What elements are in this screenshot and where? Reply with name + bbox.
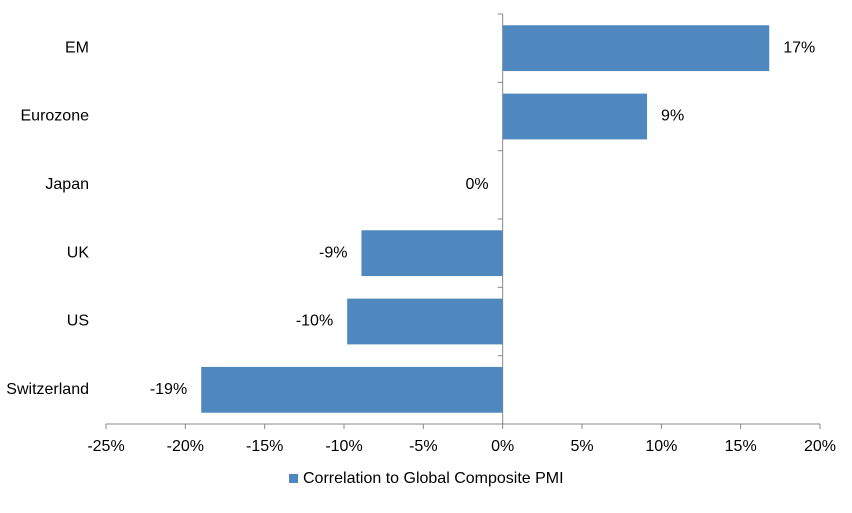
- x-tick-label: 20%: [804, 438, 836, 455]
- bar: [502, 25, 770, 72]
- bar: [201, 366, 503, 413]
- x-tick-label: 5%: [570, 438, 593, 455]
- bar: [347, 298, 503, 345]
- x-tick-label: -20%: [167, 438, 204, 455]
- y-tick-label: UK: [67, 244, 90, 261]
- bar: [502, 93, 648, 140]
- legend-swatch: [289, 474, 298, 483]
- data-label: -10%: [296, 313, 333, 330]
- y-tick-label: US: [67, 313, 89, 330]
- y-tick-label: EM: [65, 39, 89, 56]
- x-tick-label: -15%: [246, 438, 283, 455]
- x-tick-label: -5%: [409, 438, 437, 455]
- bar: [361, 230, 503, 277]
- legend-label: Correlation to Global Composite PMI: [303, 470, 564, 487]
- data-label: 17%: [783, 39, 815, 56]
- data-label: 0%: [466, 176, 489, 193]
- x-tick-label: -10%: [325, 438, 362, 455]
- x-tick-label: 0%: [491, 438, 514, 455]
- y-tick-label: Eurozone: [21, 108, 90, 125]
- data-label: 9%: [661, 108, 684, 125]
- x-tick-label: -25%: [87, 438, 124, 455]
- x-tick-label: 10%: [645, 438, 677, 455]
- y-tick-label: Japan: [45, 176, 89, 193]
- y-tick-label: Switzerland: [6, 381, 89, 398]
- x-tick-label: 15%: [725, 438, 757, 455]
- data-label: -9%: [319, 244, 347, 261]
- data-label: -19%: [150, 381, 187, 398]
